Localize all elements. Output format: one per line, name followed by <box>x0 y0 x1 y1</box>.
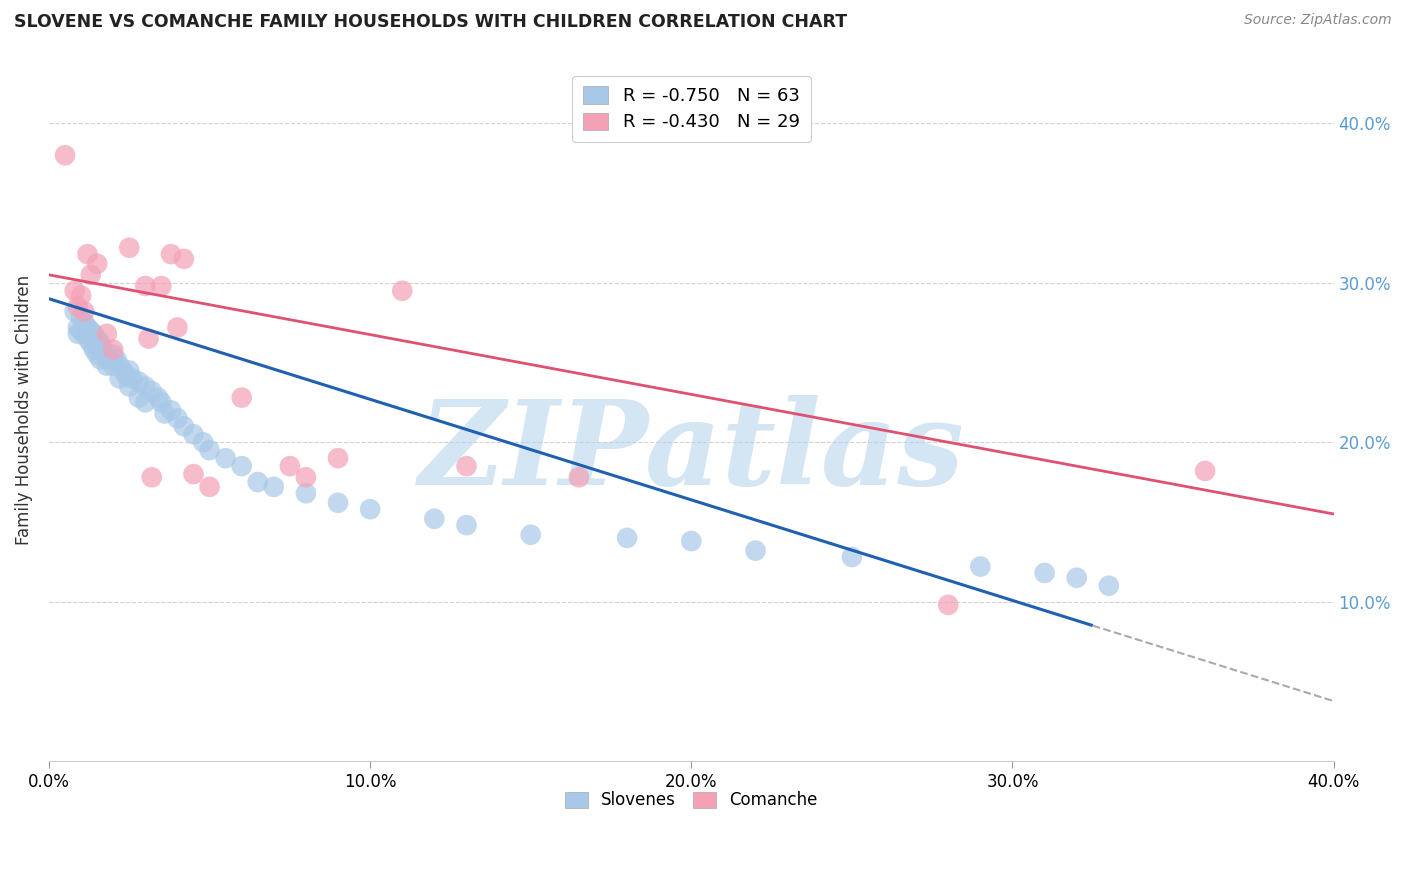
Point <box>98 352 121 367</box>
Point <box>153 407 176 421</box>
Point <box>66 326 89 341</box>
Point <box>111 363 134 377</box>
Point <box>246 475 269 489</box>
Point <box>73 316 96 330</box>
Text: ZIPatlas: ZIPatlas <box>419 395 965 510</box>
Point <box>83 326 105 341</box>
Point <box>103 359 125 373</box>
Y-axis label: Family Households with Children: Family Households with Children <box>15 276 32 545</box>
Point <box>70 310 93 325</box>
Point <box>134 279 156 293</box>
Point <box>263 480 285 494</box>
Point <box>108 371 131 385</box>
Point <box>73 304 96 318</box>
Text: Source: ZipAtlas.com: Source: ZipAtlas.com <box>1244 13 1392 28</box>
Point <box>936 598 959 612</box>
Point <box>53 148 76 162</box>
Point <box>128 391 150 405</box>
Point <box>86 347 108 361</box>
Point <box>183 427 205 442</box>
Point <box>134 379 156 393</box>
Point <box>295 470 318 484</box>
Point <box>326 496 349 510</box>
Point <box>138 332 160 346</box>
Point <box>80 268 103 282</box>
Point <box>80 336 103 351</box>
Point <box>456 459 478 474</box>
Point <box>173 419 195 434</box>
Point <box>141 384 163 399</box>
Point <box>93 343 115 357</box>
Point <box>160 247 183 261</box>
Point <box>89 336 111 351</box>
Point <box>183 467 205 482</box>
Point <box>198 480 221 494</box>
Point <box>66 300 89 314</box>
Point <box>118 363 141 377</box>
Point <box>173 252 195 266</box>
Point <box>166 411 188 425</box>
Point <box>105 352 128 367</box>
Point <box>121 371 143 385</box>
Point <box>96 347 118 361</box>
Point <box>198 443 221 458</box>
Point <box>70 324 93 338</box>
Point <box>681 534 703 549</box>
Point <box>191 435 214 450</box>
Point <box>841 549 863 564</box>
Point <box>83 343 105 357</box>
Point <box>150 395 173 409</box>
Point <box>86 332 108 346</box>
Point <box>128 375 150 389</box>
Point <box>89 352 111 367</box>
Point <box>141 470 163 484</box>
Point <box>80 324 103 338</box>
Point <box>63 284 86 298</box>
Point <box>146 391 169 405</box>
Point <box>96 326 118 341</box>
Point <box>76 320 98 334</box>
Point <box>519 527 541 541</box>
Point <box>1066 571 1088 585</box>
Point <box>616 531 638 545</box>
Point <box>118 379 141 393</box>
Point <box>76 332 98 346</box>
Point <box>1033 566 1056 580</box>
Point <box>66 320 89 334</box>
Point <box>359 502 381 516</box>
Point <box>231 391 253 405</box>
Point <box>278 459 301 474</box>
Text: SLOVENE VS COMANCHE FAMILY HOUSEHOLDS WITH CHILDREN CORRELATION CHART: SLOVENE VS COMANCHE FAMILY HOUSEHOLDS WI… <box>14 13 848 31</box>
Point <box>1194 464 1216 478</box>
Point <box>214 451 236 466</box>
Point <box>150 279 173 293</box>
Point <box>744 543 766 558</box>
Point <box>108 359 131 373</box>
Point <box>73 326 96 341</box>
Point <box>134 395 156 409</box>
Point <box>166 320 188 334</box>
Point <box>456 518 478 533</box>
Point <box>568 470 591 484</box>
Point <box>63 304 86 318</box>
Point <box>96 359 118 373</box>
Point <box>969 559 991 574</box>
Point <box>86 257 108 271</box>
Point <box>1098 579 1121 593</box>
Point <box>103 347 125 361</box>
Point <box>103 343 125 357</box>
Point <box>160 403 183 417</box>
Point <box>295 486 318 500</box>
Point <box>391 284 413 298</box>
Legend: Slovenes, Comanche: Slovenes, Comanche <box>558 785 824 816</box>
Point <box>326 451 349 466</box>
Point <box>118 241 141 255</box>
Point <box>70 288 93 302</box>
Point <box>76 247 98 261</box>
Point <box>231 459 253 474</box>
Point <box>115 368 138 383</box>
Point <box>423 512 446 526</box>
